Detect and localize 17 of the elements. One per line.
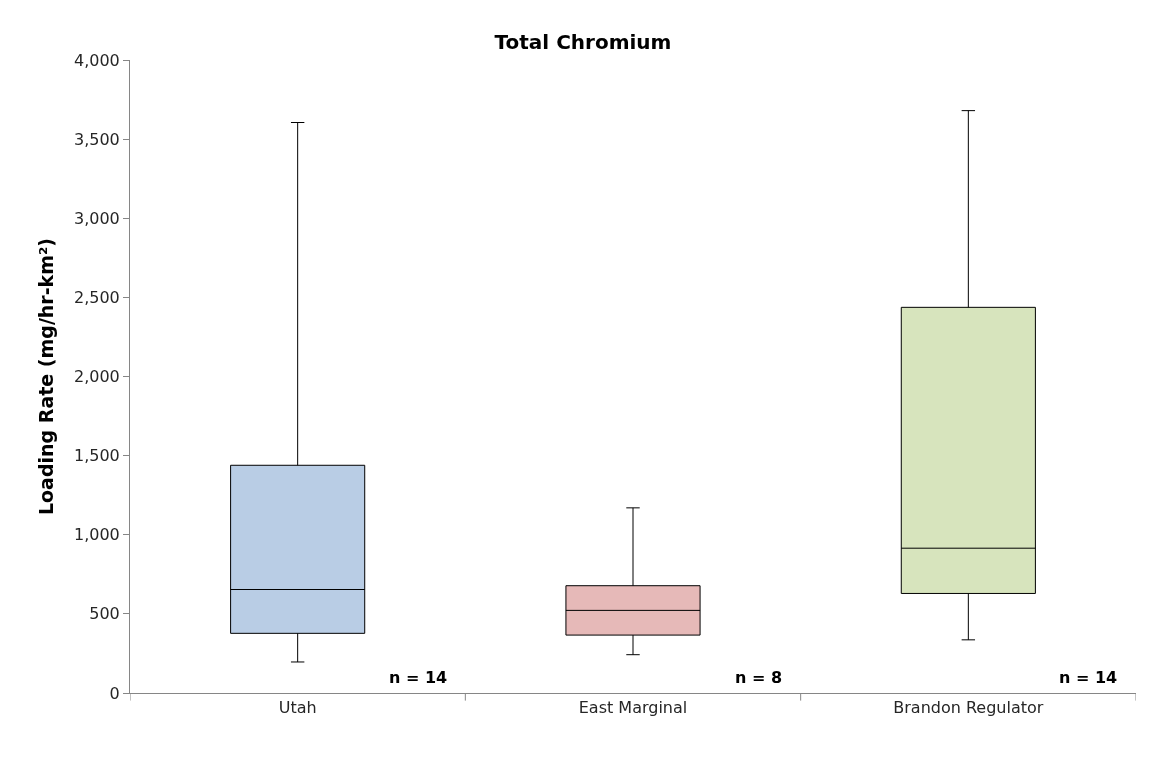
annotation: n = 8: [735, 668, 783, 687]
x-tick-label: East Marginal: [578, 698, 688, 718]
y-tick-label: 0: [109, 683, 120, 703]
y-tick-label: 3,500: [73, 129, 120, 149]
y-tick-label: 2,000: [73, 367, 120, 387]
y-tick-label: 500: [89, 604, 120, 624]
y-tick-label: 2,500: [73, 287, 120, 307]
y-tick-label: 3,000: [73, 208, 120, 228]
y-tick-label: 4,000: [73, 50, 120, 70]
y-tick-label: 1,500: [73, 446, 120, 466]
x-tick-label: Utah: [278, 698, 317, 718]
y-tick-label: 1,000: [73, 525, 120, 545]
annotation: n = 14: [389, 668, 448, 687]
x-tick-label: Brandon Regulator: [893, 698, 1044, 718]
y-axis-title: Loading Rate (mg/hr-km²): [34, 237, 57, 516]
annotation: n = 14: [1059, 668, 1118, 687]
chart-title: Total Chromium: [494, 29, 672, 54]
